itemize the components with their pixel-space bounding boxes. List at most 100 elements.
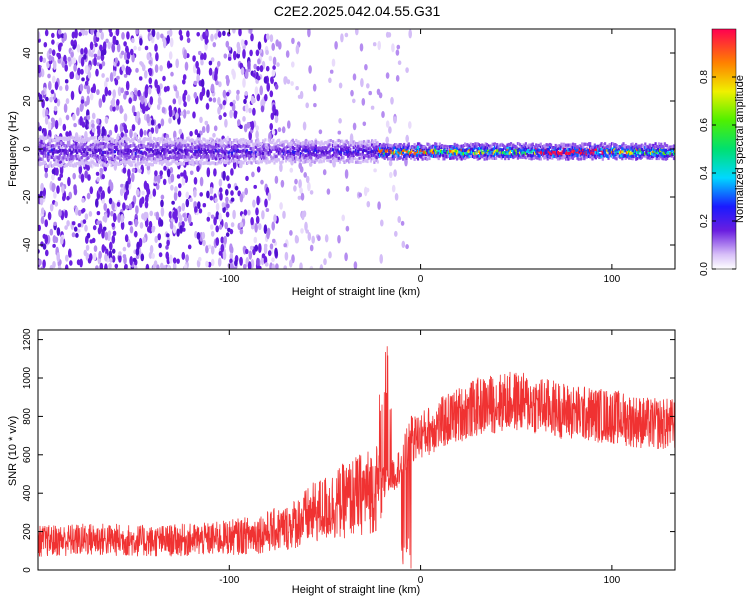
spectrogram-cell <box>493 156 496 160</box>
spectrogram-cell <box>89 186 94 195</box>
spectrogram-cell <box>561 150 564 154</box>
spectrogram-cell <box>78 137 81 141</box>
spectrogram-cell <box>334 41 338 50</box>
spectrogram-cell <box>290 155 293 159</box>
spectrogram-cell <box>156 84 161 95</box>
spectrogram-cell <box>130 48 134 56</box>
spectrogram-cell <box>128 139 131 143</box>
spectrogram-cell <box>392 157 395 161</box>
spectrogram-cell <box>50 92 55 98</box>
spectrogram-cell <box>328 251 332 259</box>
spectrogram-cell <box>196 73 200 84</box>
spectrogram-cell <box>251 142 254 146</box>
spectrogram-cell <box>281 140 284 144</box>
spectrogram-cell <box>453 148 456 153</box>
spectrogram-cell <box>178 143 181 147</box>
spectrogram-cell <box>563 150 566 154</box>
spectrogram-cell <box>283 153 286 157</box>
spectrogram-cell <box>390 157 393 161</box>
spectrogram-cell <box>333 143 336 147</box>
spectrogram-cell <box>191 147 195 151</box>
spectrogram-cell <box>537 148 540 152</box>
spectrogram-cell <box>212 154 215 158</box>
spectrogram-cell <box>95 36 100 42</box>
spectrogram-cell <box>152 152 156 156</box>
spectrogram-cell <box>222 206 226 214</box>
spectrogram-cell <box>436 146 439 151</box>
spectrogram-cell <box>157 154 160 158</box>
spectrogram-cell <box>159 170 163 177</box>
spectrogram-cell <box>100 31 104 40</box>
spectrogram-cell <box>667 146 670 151</box>
spectrogram-cell <box>594 156 597 160</box>
spectrogram-cell <box>633 144 636 148</box>
spectrogram-cell <box>196 165 200 172</box>
spectrogram-cell <box>657 151 661 155</box>
spectrogram-cell <box>177 157 180 161</box>
spectrogram-cell <box>90 29 94 36</box>
spectrogram-cell <box>139 128 144 138</box>
spectrogram-cell <box>230 197 235 202</box>
spectrogram-cell <box>43 151 47 155</box>
spectrogram-cell <box>496 143 499 147</box>
spectrogram-cell <box>352 73 357 81</box>
spectrogram-cell <box>40 207 45 215</box>
spectrogram-cell <box>178 183 182 189</box>
spectrogram-cell <box>530 157 533 161</box>
spectrogram-cell <box>234 146 237 150</box>
spectrogram-cell <box>352 146 355 150</box>
spectrogram-cell <box>240 149 243 153</box>
spectrogram-cell <box>574 152 577 156</box>
spectrogram-cell <box>466 151 469 155</box>
spectrogram-cell <box>204 161 207 165</box>
spectrogram-cell <box>289 230 293 236</box>
spectrogram-cell <box>203 161 206 165</box>
snr-xtick-label: -100 <box>219 575 239 586</box>
spectrogram-cell <box>180 111 184 116</box>
spectrogram-cell <box>38 138 41 142</box>
spectrogram-cell <box>211 148 214 152</box>
spectrogram-cell <box>655 156 658 161</box>
spectrogram-cell <box>601 143 604 147</box>
spectrogram-cell <box>552 154 555 158</box>
spectrogram-cell <box>176 174 181 179</box>
spectrogram-cell <box>206 154 210 158</box>
spectrogram-cell <box>166 157 169 161</box>
spectrogram-cell <box>314 144 317 148</box>
spectrogram-cell <box>258 153 261 157</box>
spectrogram-cell <box>348 160 351 164</box>
spectrogram-cell <box>340 139 343 143</box>
spectrogram-cell <box>566 157 569 161</box>
spectrogram-cell <box>60 236 64 245</box>
spectrogram-cell <box>300 228 304 234</box>
spectrogram-cell <box>227 154 230 158</box>
spectrogram-cell <box>109 151 112 155</box>
spectrogram-cell <box>542 149 545 153</box>
spectrogram-cell <box>257 58 261 65</box>
spectrogram-cell <box>313 143 316 147</box>
spectrogram-cell <box>224 138 227 142</box>
spectrogram-cell <box>470 150 473 154</box>
spectrogram-cell <box>267 250 272 257</box>
spectrogram-cell <box>592 152 595 156</box>
spectrogram-cell <box>156 148 159 152</box>
spectrogram-cell <box>266 230 270 240</box>
spectrogram-cell <box>523 155 526 159</box>
spectrogram-cell <box>183 49 188 60</box>
spectrogram-cell <box>547 147 550 151</box>
spectrogram-cell <box>45 143 48 148</box>
spectrogram-cell <box>202 239 206 247</box>
spectrogram-cell <box>484 155 487 159</box>
spectrogram-cell <box>604 142 607 146</box>
spectrogram-cell <box>651 152 654 156</box>
spectrogram-cell <box>366 139 369 143</box>
spectrogram-cell <box>129 255 133 266</box>
spectrogram-cell <box>225 157 228 161</box>
spectrogram-cell <box>270 76 274 83</box>
spectrogram-cell <box>327 155 330 159</box>
spectrogram-cell <box>626 154 630 158</box>
spectrogram-cell <box>152 188 157 197</box>
spectrogram-cell <box>361 152 364 156</box>
spectrogram-cell <box>107 137 110 142</box>
spectrogram-cell <box>70 39 75 47</box>
